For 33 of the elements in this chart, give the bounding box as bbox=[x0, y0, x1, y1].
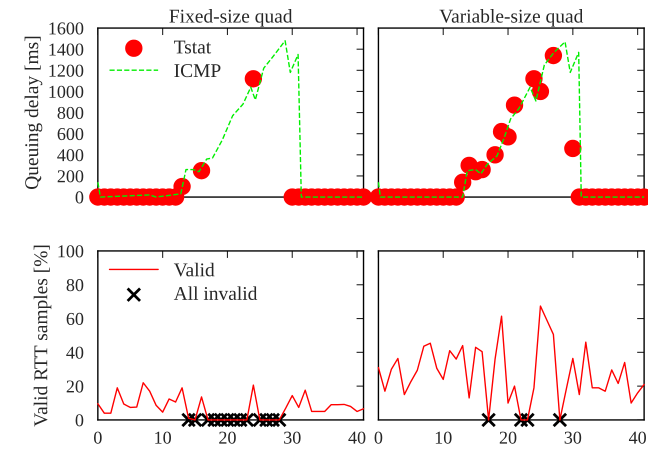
y-tick-label: 40 bbox=[66, 346, 84, 359]
y-axis-title: Valid RTT samples [%] bbox=[34, 246, 52, 427]
x-tick-label: 30 bbox=[564, 432, 582, 444]
x-tick-label: 40 bbox=[348, 432, 366, 444]
y-tick-label: 20 bbox=[66, 380, 84, 393]
y-tick-label: 80 bbox=[66, 279, 84, 292]
legend-label: Valid bbox=[174, 262, 214, 277]
y-tick-label: 1200 bbox=[49, 64, 84, 77]
y-tick-label: 400 bbox=[57, 149, 84, 162]
x-tick-label: 0 bbox=[374, 432, 382, 444]
x-tick-label: 20 bbox=[219, 432, 236, 444]
legend-label: ICMP bbox=[174, 64, 220, 78]
y-tick-label: 0 bbox=[76, 191, 84, 204]
y-tick-label: 1600 bbox=[49, 22, 84, 35]
y-tick-label: 1000 bbox=[49, 86, 84, 98]
chart-title: Variable-size quad bbox=[439, 9, 584, 27]
y-axis-title: Queuing delay [ms] bbox=[24, 36, 42, 189]
x-tick-label: 0 bbox=[94, 432, 102, 444]
x-tick-label: 10 bbox=[155, 432, 171, 444]
y-tick-label: 100 bbox=[58, 245, 84, 258]
y-tick-label: 60 bbox=[66, 312, 84, 325]
y-tick-label: 800 bbox=[58, 106, 84, 120]
y-tick-label: 600 bbox=[58, 128, 84, 140]
legend-label: Tstat bbox=[174, 40, 212, 54]
x-tick-label: 40 bbox=[628, 432, 646, 444]
x-tick-label: 20 bbox=[500, 432, 516, 444]
y-tick-label: 1400 bbox=[49, 43, 84, 56]
x-tick-label: 10 bbox=[436, 432, 452, 444]
chart-title: Fixed-size quad bbox=[169, 9, 292, 27]
y-tick-label: 0 bbox=[76, 414, 84, 426]
x-tick-label: 30 bbox=[284, 432, 301, 444]
legend-label: All invalid bbox=[174, 286, 258, 300]
y-tick-label: 200 bbox=[58, 170, 84, 182]
